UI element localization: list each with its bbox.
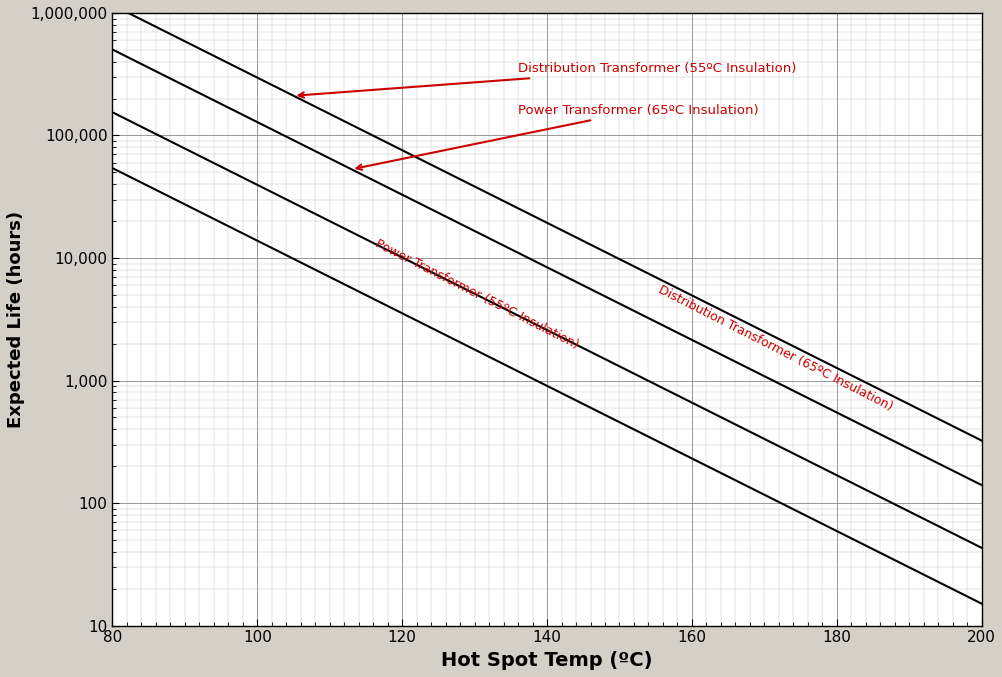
Text: Power Transformer (65ºC Insulation): Power Transformer (65ºC Insulation) — [356, 104, 758, 170]
Y-axis label: Expected Life (hours): Expected Life (hours) — [7, 211, 25, 428]
Text: Distribution Transformer (55ºC Insulation): Distribution Transformer (55ºC Insulatio… — [299, 62, 796, 97]
Text: Distribution Transformer (65ºC Insulation): Distribution Transformer (65ºC Insulatio… — [655, 284, 894, 414]
X-axis label: Hot Spot Temp (ºC): Hot Spot Temp (ºC) — [441, 651, 652, 670]
Text: Power Transformer (55ºC Insulation): Power Transformer (55ºC Insulation) — [373, 237, 580, 351]
